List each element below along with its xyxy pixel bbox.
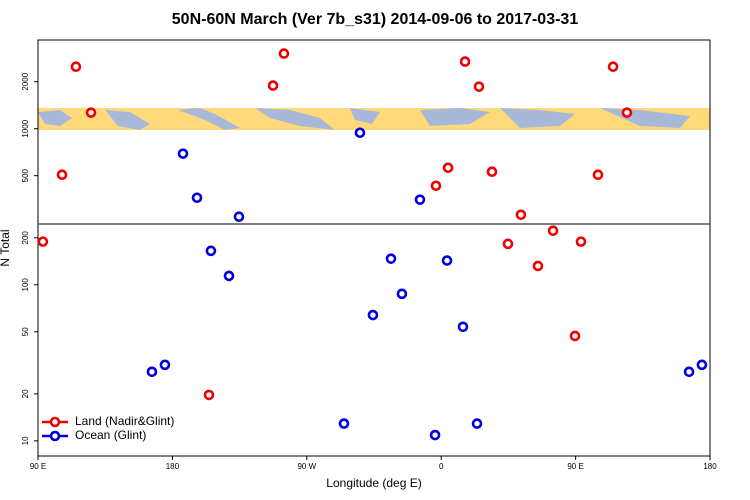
y-tick-label: 20 — [21, 389, 30, 398]
y-tick-label: 200 — [21, 231, 30, 245]
x-tick-label: 0 — [439, 462, 444, 471]
point — [621, 107, 633, 118]
point — [607, 61, 619, 73]
point — [191, 192, 203, 204]
x-tick-label: 180 — [703, 462, 717, 471]
point — [396, 288, 408, 300]
point — [575, 236, 587, 247]
point — [205, 245, 217, 257]
plot-frame — [37, 39, 711, 457]
point — [441, 255, 453, 266]
point — [70, 61, 82, 73]
point — [532, 260, 544, 272]
y-axis-label: N Total — [0, 229, 12, 266]
legend-marker — [49, 430, 61, 442]
point — [429, 429, 441, 441]
point — [233, 211, 245, 223]
map-strip — [38, 108, 710, 130]
point — [146, 366, 158, 378]
x-tick-label: 90 W — [297, 462, 316, 471]
point — [683, 366, 695, 378]
point — [56, 169, 68, 181]
point — [569, 330, 581, 342]
point — [547, 225, 559, 237]
point — [592, 169, 604, 181]
point — [367, 309, 379, 321]
y-tick-label: 500 — [21, 168, 30, 182]
point — [696, 359, 708, 371]
point — [177, 148, 189, 159]
point — [223, 270, 235, 282]
point — [486, 166, 498, 178]
chart-title: 50N-60N March (Ver 7b_s31) 2014-09-06 to… — [172, 11, 579, 28]
y-tick-label: 100 — [21, 278, 30, 292]
point — [354, 127, 366, 139]
point — [502, 238, 514, 250]
y-tick-label: 1000 — [21, 119, 30, 137]
point — [278, 48, 290, 59]
point — [442, 162, 454, 174]
point — [37, 236, 49, 247]
x-tick-label: 90 E — [567, 462, 583, 471]
legend-label: Land (Nadir&Glint) — [75, 414, 174, 428]
point — [414, 194, 426, 205]
point — [515, 209, 527, 221]
point — [385, 253, 397, 264]
x-tick-label: 90 E — [30, 462, 46, 471]
point — [267, 80, 279, 91]
point — [459, 56, 471, 67]
x-axis-label: Longitude (deg E) — [326, 476, 421, 490]
point — [457, 321, 469, 333]
point — [473, 81, 485, 92]
legend-marker — [49, 416, 61, 428]
point — [85, 107, 97, 118]
x-tick-label: 180 — [166, 462, 180, 471]
point — [159, 359, 171, 371]
point — [338, 418, 350, 429]
y-tick-label: 2000 — [21, 72, 30, 90]
y-tick-label: 50 — [21, 327, 30, 336]
y-tick-label: 10 — [21, 436, 30, 445]
point — [203, 389, 215, 401]
point — [471, 418, 483, 429]
point — [430, 180, 442, 192]
legend-label: Ocean (Glint) — [75, 428, 146, 442]
